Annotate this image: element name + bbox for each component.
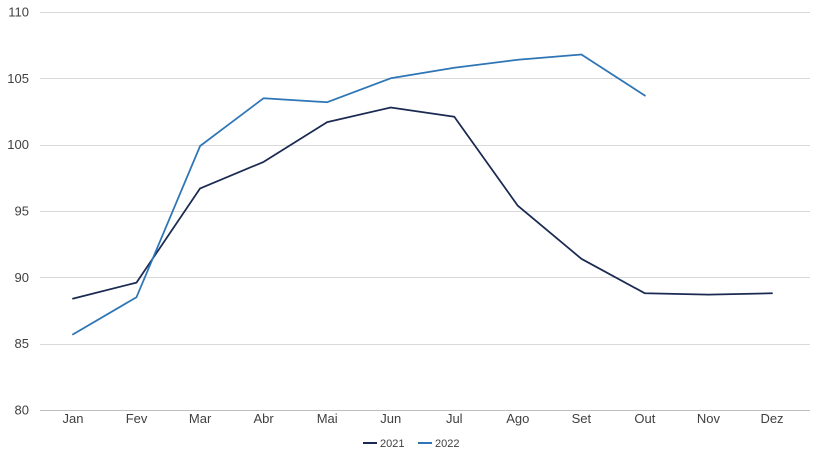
- x-tick-label: Dez: [760, 411, 783, 426]
- grid-lines: [40, 12, 810, 345]
- y-tick-label: 100: [7, 137, 29, 152]
- data-point-2022-Jan: [71, 332, 75, 336]
- x-tick-label: Fev: [126, 411, 148, 426]
- x-tick-label: Jan: [63, 411, 84, 426]
- y-tick-label: 95: [15, 204, 29, 219]
- data-point-2021-Ago: [516, 204, 520, 208]
- y-axis-ticks: 80 85 90 95 100 105 110: [7, 5, 29, 418]
- data-point-2021-Mai: [325, 120, 329, 124]
- data-point-2021-Dez: [770, 291, 774, 295]
- data-point-2022-Out: [643, 94, 647, 98]
- x-tick-label: Jul: [446, 411, 463, 426]
- series-line-2022: [72, 53, 646, 336]
- series-2022: [71, 52, 647, 336]
- x-axis-ticks: Jan Fev Mar Abr Mai Jun Jul Ago Set Out Nov Dez: [63, 411, 784, 426]
- data-point-2022-Ago: [516, 58, 520, 62]
- series-2021: [71, 106, 774, 301]
- x-tick-label: Nov: [697, 411, 721, 426]
- x-tick-label: Ago: [506, 411, 529, 426]
- data-point-2021-Jul: [452, 115, 456, 119]
- data-point-2022-Jul: [452, 66, 456, 70]
- y-tick-label: 85: [15, 336, 29, 351]
- legend-item-2021: 2021: [363, 438, 404, 450]
- legend-label: 2022: [435, 438, 459, 450]
- data-point-2021-Fev: [135, 281, 139, 285]
- data-point-2022-Abr: [262, 96, 266, 100]
- data-point-2021-Abr: [262, 160, 266, 164]
- x-tick-label: Set: [572, 411, 592, 426]
- data-point-2021-Out: [643, 291, 647, 295]
- y-tick-label: 110: [8, 5, 29, 20]
- data-point-2021-Jun: [389, 106, 393, 110]
- x-tick-label: Out: [634, 411, 655, 426]
- y-tick-label: 90: [15, 270, 29, 285]
- legend: 2021 2022: [363, 438, 459, 450]
- legend-label: 2021: [380, 438, 404, 450]
- data-point-2022-Jun: [389, 76, 393, 80]
- x-tick-label: Jun: [380, 411, 401, 426]
- series-lines: [71, 52, 774, 336]
- y-tick-label: 105: [7, 71, 29, 86]
- data-point-2022-Mai: [325, 100, 329, 104]
- series-line-2021: [72, 106, 773, 300]
- x-tick-label: Mar: [189, 411, 212, 426]
- x-tick-label: Mai: [317, 411, 338, 426]
- data-point-2021-Jan: [71, 297, 75, 301]
- data-point-2022-Mar: [198, 144, 202, 148]
- data-point-2021-Set: [579, 257, 583, 261]
- x-tick-label: Abr: [254, 411, 275, 426]
- data-point-2021-Nov: [706, 293, 710, 297]
- data-point-2022-Fev: [135, 295, 139, 299]
- data-point-2022-Set: [579, 52, 583, 56]
- data-point-2021-Mar: [198, 186, 202, 190]
- y-tick-label: 80: [15, 403, 29, 418]
- legend-item-2022: 2022: [418, 438, 459, 450]
